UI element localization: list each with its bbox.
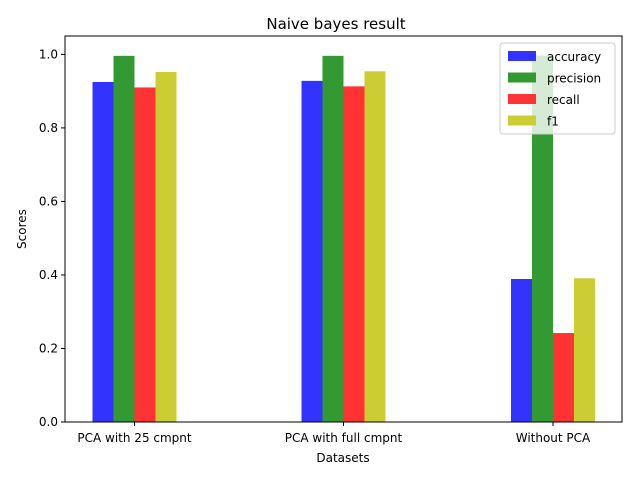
y-axis-label: Scores	[15, 209, 29, 249]
y-tick-label: 1.0	[39, 47, 58, 61]
bar-f1-1	[364, 71, 386, 422]
legend-label-accuracy: accuracy	[547, 50, 601, 64]
legend-swatch-accuracy	[508, 51, 536, 61]
x-tick-label: Without PCA	[516, 431, 591, 445]
bar-f1-0	[155, 72, 177, 422]
y-tick-label: 0.2	[39, 341, 58, 355]
y-tick-label: 0.6	[39, 194, 58, 208]
bar-recall-2	[553, 333, 574, 422]
bar-accuracy-2	[511, 278, 532, 422]
x-axis-label: Datasets	[316, 451, 369, 465]
legend-swatch-recall	[508, 94, 536, 104]
legend-label-f1: f1	[547, 115, 559, 129]
chart-title: Naive bayes result	[266, 15, 405, 33]
bar-f1-2	[574, 278, 595, 422]
bar-precision-0	[113, 55, 135, 422]
legend: accuracy precision recall f1	[499, 42, 616, 135]
x-tick-label: PCA with 25 cmpnt	[77, 431, 192, 445]
y-tick-label: 0.4	[39, 268, 58, 282]
x-tick-label: PCA with full cmpnt	[285, 431, 403, 445]
legend-label-recall: recall	[547, 93, 580, 107]
bar-precision-2	[532, 55, 553, 422]
bar-accuracy-0	[92, 81, 114, 422]
bar-accuracy-1	[301, 80, 323, 423]
y-tick-label: 0.0	[39, 415, 58, 429]
bar-precision-1	[322, 55, 344, 422]
bar-recall-1	[343, 86, 365, 423]
legend-swatch-f1	[508, 115, 536, 126]
legend-swatch-precision	[508, 72, 536, 83]
y-tick-label: 0.8	[39, 121, 58, 135]
legend-label-precision: precision	[547, 72, 601, 86]
bar-recall-0	[134, 87, 156, 422]
legend-box	[499, 42, 616, 135]
